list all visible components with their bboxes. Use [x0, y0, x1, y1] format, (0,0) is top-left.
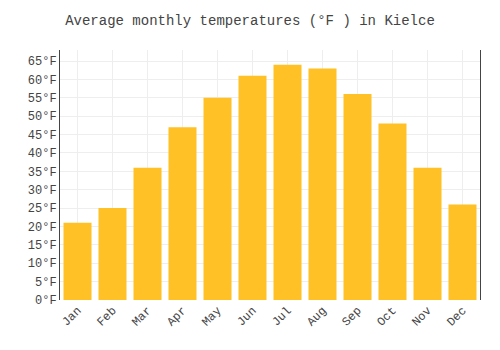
svg-text:40°F: 40°F	[28, 147, 57, 161]
svg-text:0°F: 0°F	[35, 294, 57, 308]
svg-text:15°F: 15°F	[28, 239, 57, 253]
svg-text:30°F: 30°F	[28, 184, 57, 198]
svg-text:20°F: 20°F	[28, 221, 57, 235]
svg-text:35°F: 35°F	[28, 166, 57, 180]
svg-text:Sep: Sep	[339, 304, 364, 329]
svg-text:Average monthly temperatures (: Average monthly temperatures (°F ) in Ki…	[65, 13, 435, 29]
svg-text:Oct: Oct	[374, 304, 399, 329]
svg-text:55°F: 55°F	[28, 92, 57, 106]
svg-text:60°F: 60°F	[28, 74, 57, 88]
svg-text:5°F: 5°F	[35, 276, 57, 290]
svg-text:65°F: 65°F	[28, 55, 57, 69]
svg-text:Mar: Mar	[129, 304, 154, 329]
svg-text:Aug: Aug	[304, 304, 329, 329]
svg-text:Nov: Nov	[409, 304, 434, 329]
svg-text:Apr: Apr	[164, 304, 189, 329]
svg-text:10°F: 10°F	[28, 257, 57, 271]
svg-text:Jan: Jan	[59, 304, 84, 329]
svg-text:45°F: 45°F	[28, 129, 57, 143]
svg-text:Jun: Jun	[234, 304, 259, 329]
svg-text:Jul: Jul	[269, 304, 294, 329]
svg-text:Feb: Feb	[94, 304, 119, 329]
svg-text:Dec: Dec	[444, 304, 469, 329]
svg-text:25°F: 25°F	[28, 202, 57, 216]
svg-text:50°F: 50°F	[28, 110, 57, 124]
svg-text:May: May	[199, 304, 224, 329]
